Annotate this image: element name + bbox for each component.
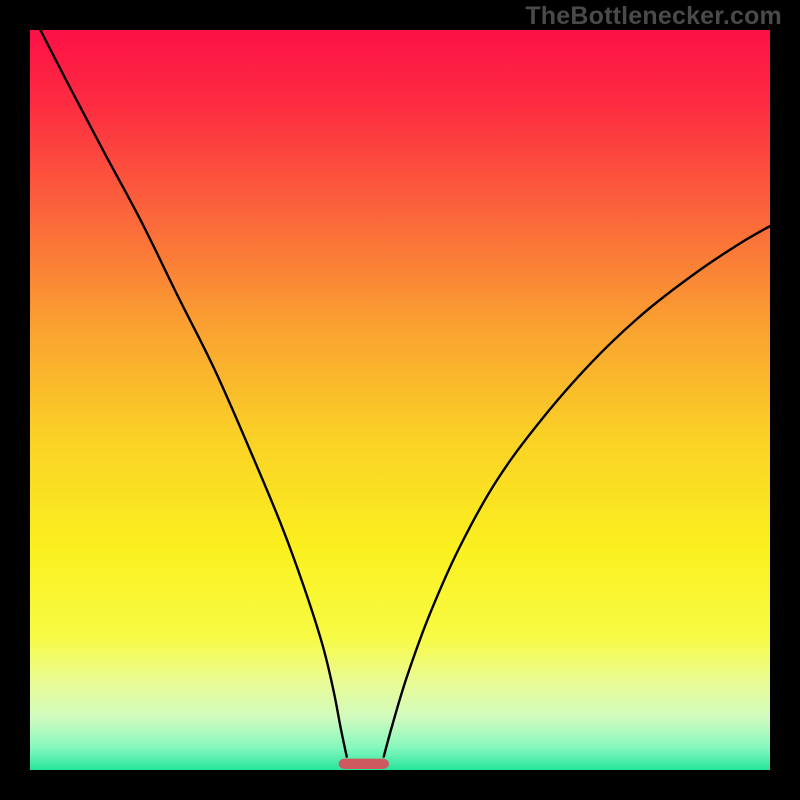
bottleneck-chart <box>30 30 770 770</box>
bottleneck-marker <box>339 759 389 769</box>
watermark-text: TheBottlenecker.com <box>525 2 782 31</box>
gradient-background <box>30 30 770 770</box>
